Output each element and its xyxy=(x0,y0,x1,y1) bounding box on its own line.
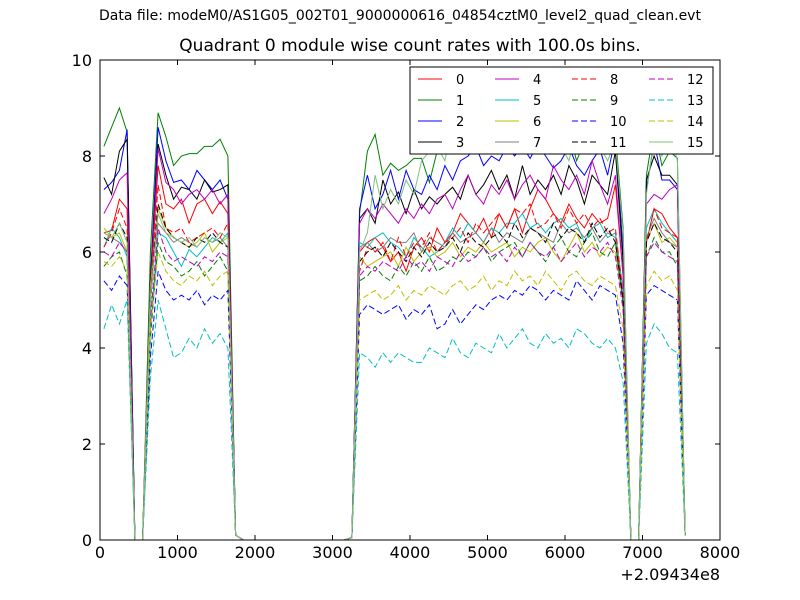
series-line-2 xyxy=(103,127,686,540)
legend-label-14: 14 xyxy=(687,115,704,130)
x-tick-label: 8000 xyxy=(700,543,741,562)
x-tick-label: 2000 xyxy=(235,543,276,562)
legend-label-5: 5 xyxy=(533,94,541,109)
x-tick-label: 5000 xyxy=(467,543,508,562)
series-line-4 xyxy=(103,148,686,540)
legend-label-12: 12 xyxy=(687,73,704,88)
series-line-12 xyxy=(103,227,686,540)
x-tick-label: 1000 xyxy=(157,543,198,562)
y-tick-label: 2 xyxy=(82,435,92,454)
series-line-3 xyxy=(103,137,686,540)
legend-label-13: 13 xyxy=(687,94,704,109)
series-layer xyxy=(103,92,686,540)
legend-label-11: 11 xyxy=(610,136,627,151)
legend-label-8: 8 xyxy=(610,73,618,88)
series-line-8 xyxy=(103,184,686,540)
series-line-9 xyxy=(103,231,686,540)
series-line-13 xyxy=(103,299,686,540)
legend-label-10: 10 xyxy=(610,115,627,130)
legend-label-15: 15 xyxy=(687,136,704,151)
x-tick-label: 0 xyxy=(95,543,105,562)
x-tick-label: 3000 xyxy=(312,543,353,562)
y-tick-label: 10 xyxy=(72,51,92,70)
legend-label-9: 9 xyxy=(610,94,618,109)
legend-box xyxy=(409,66,714,155)
series-line-0 xyxy=(103,165,686,540)
x-tick-label: 6000 xyxy=(545,543,586,562)
x-tick-label: 4000 xyxy=(390,543,431,562)
chart-title: Quadrant 0 module wise count rates with … xyxy=(179,36,641,56)
y-tick-label: 4 xyxy=(82,339,92,358)
x-tick-label: 7000 xyxy=(622,543,663,562)
series-line-5 xyxy=(103,207,686,540)
legend-label-6: 6 xyxy=(533,115,541,130)
y-tick-label: 6 xyxy=(82,243,92,262)
legend-label-3: 3 xyxy=(456,136,464,151)
legend-label-2: 2 xyxy=(456,115,464,130)
series-line-14 xyxy=(103,251,686,540)
series-line-6 xyxy=(103,208,686,540)
x-offset-label: +2.09434e8 xyxy=(620,565,720,584)
legend-label-0: 0 xyxy=(456,73,464,88)
series-line-10 xyxy=(103,271,686,540)
y-tick-label: 0 xyxy=(82,531,92,550)
legend-label-4: 4 xyxy=(533,73,541,88)
series-line-11 xyxy=(103,203,686,540)
y-tick-label: 8 xyxy=(82,147,92,166)
figure-suptitle: Data file: modeM0/AS1G05_002T01_90000006… xyxy=(99,8,701,24)
legend-label-7: 7 xyxy=(533,136,541,151)
legend-label-1: 1 xyxy=(456,94,464,109)
